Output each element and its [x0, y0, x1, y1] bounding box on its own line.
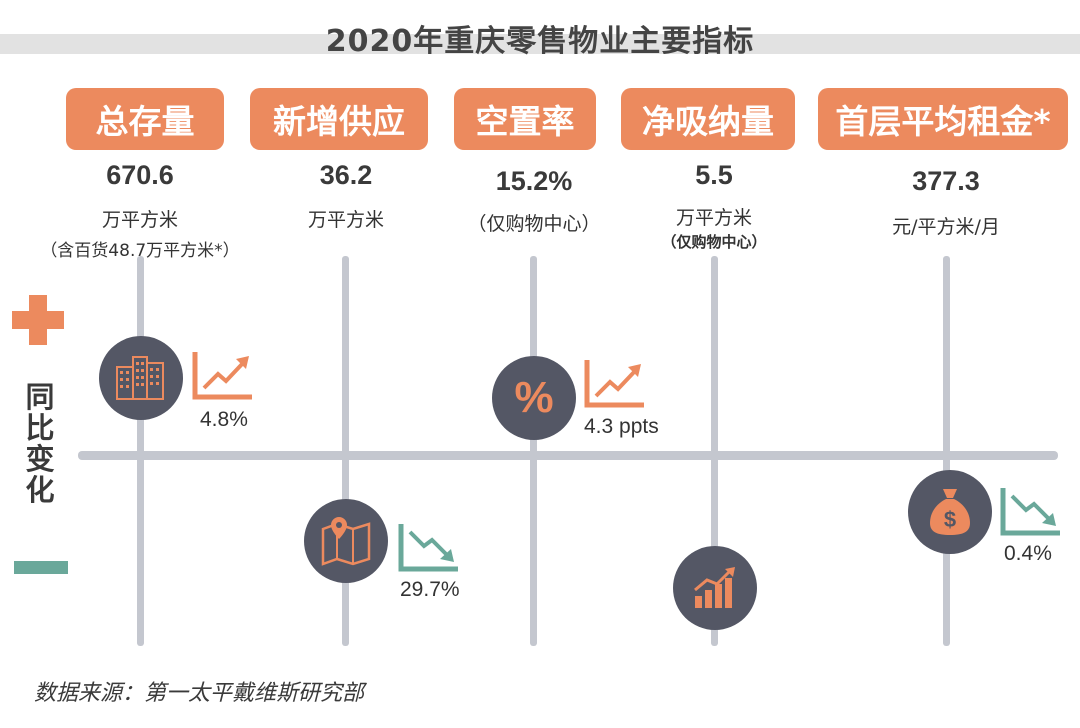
metric-note-net-absorption: （仅购物中心）	[661, 233, 767, 251]
metric-unit-new-supply: 万平方米	[307, 209, 384, 231]
percent-icon: %	[492, 356, 576, 440]
page-title: 2020年重庆零售物业主要指标	[325, 24, 755, 59]
title-band	[0, 34, 1080, 54]
metric-value-new-supply: 36.2	[319, 160, 373, 190]
change-value-rent: 0.4%	[1004, 542, 1052, 565]
trend-down-icon	[1000, 488, 1060, 536]
metric-header-vacancy: 空置率	[454, 88, 596, 150]
metric-unit-vacancy: （仅购物中心）	[467, 213, 601, 235]
money-bag-icon: $	[908, 470, 992, 554]
svg-text:$: $	[944, 507, 956, 532]
metric-header-rent: 首层平均租金*	[818, 88, 1068, 150]
trend-up-icon	[584, 360, 644, 408]
metric-unit-net-absorption: 万平方米	[675, 207, 752, 229]
trend-down-icon	[398, 524, 458, 572]
metric-value-vacancy: 15.2%	[495, 166, 573, 196]
map-pin-icon	[304, 499, 388, 583]
change-value-total-stock: 4.8%	[200, 408, 248, 431]
metric-header-new-supply: 新增供应	[250, 88, 428, 150]
metric-note-total-stock: （含百货48.7万平方米*）	[40, 241, 240, 261]
minus-sign	[14, 561, 68, 574]
buildings-icon	[99, 336, 183, 420]
metric-value-net-absorption: 5.5	[695, 160, 733, 190]
metric-header-net-absorption: 净吸纳量	[621, 88, 795, 150]
change-value-vacancy: 4.3 ppts	[584, 415, 659, 438]
bar-chart-icon	[673, 546, 757, 630]
change-value-new-supply: 29.7%	[400, 578, 460, 601]
zero-change-axis	[78, 451, 1058, 460]
yoy-change-label: 同比变化	[25, 380, 55, 507]
metric-unit-rent: 元/平方米/月	[892, 216, 1000, 238]
metric-value-rent: 377.3	[912, 166, 980, 196]
metric-value-total-stock: 670.6	[106, 160, 174, 190]
data-source: 数据来源：第一太平戴维斯研究部	[34, 681, 365, 706]
trend-up-icon	[192, 352, 252, 400]
metric-unit-total-stock: 万平方米	[101, 209, 178, 231]
metric-header-total-stock: 总存量	[66, 88, 224, 150]
